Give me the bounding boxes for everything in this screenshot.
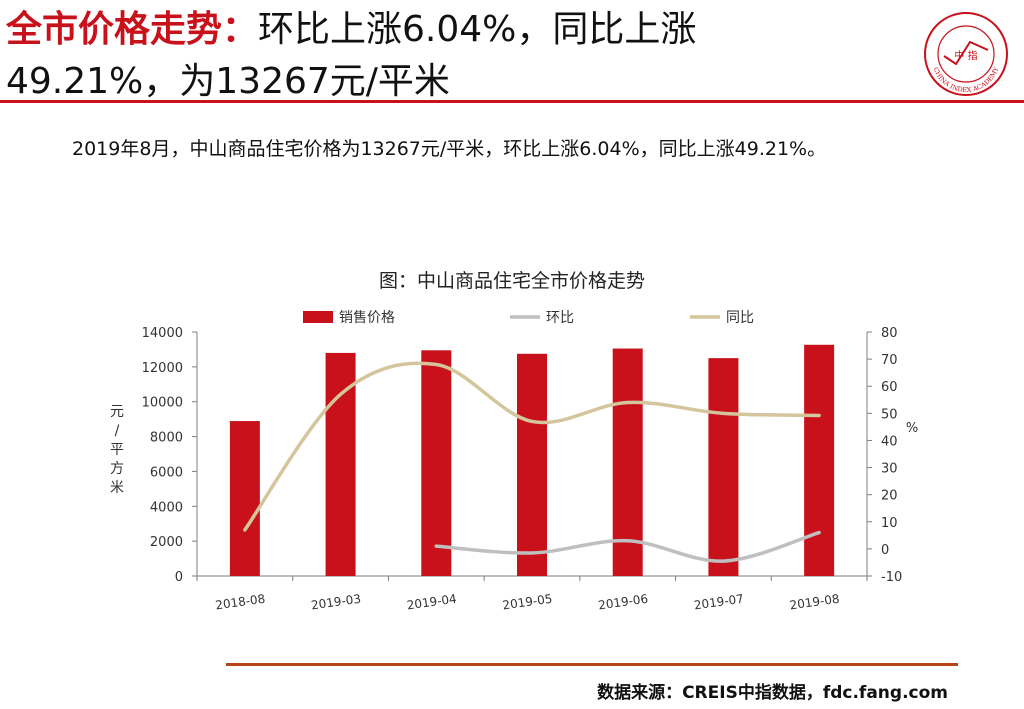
left-tick-label: 12000 — [142, 361, 183, 376]
right-tick-label: 50 — [881, 407, 898, 422]
price-bar — [804, 344, 835, 576]
left-tick-label: 10000 — [142, 396, 183, 411]
right-tick-label: 60 — [881, 380, 898, 395]
x-tick-label: 2019-07 — [693, 592, 745, 613]
left-tick-label: 4000 — [150, 500, 183, 515]
footer-rule — [226, 663, 958, 666]
x-tick-label: 2019-05 — [502, 592, 554, 613]
x-tick-label: 2018-08 — [214, 592, 266, 613]
right-tick-label: -10 — [881, 570, 902, 585]
price-bar — [517, 353, 547, 576]
left-tick-label: 14000 — [142, 326, 183, 341]
x-tick-label: 2019-03 — [310, 592, 362, 613]
legend-label: 同比 — [726, 310, 754, 326]
right-tick-label: 10 — [881, 516, 898, 531]
left-tick-label: 6000 — [150, 465, 183, 480]
china-index-academy-seal-icon: 中 指 CHINA INDEX ACADEMY — [922, 10, 1010, 98]
legend-label: 销售价格 — [339, 310, 395, 326]
data-source: 数据来源：CREIS中指数据，fdc.fang.com — [597, 683, 948, 703]
price-bar — [708, 358, 739, 576]
header-rule — [0, 100, 1024, 103]
price-bar — [421, 350, 452, 576]
headline-line1-rest: 环比上涨6.04%，同比上涨 — [258, 9, 697, 50]
page-headline: 全市价格走势：环比上涨6.04%，同比上涨 49.21%，为13267元/平米 — [6, 4, 906, 108]
x-tick-label: 2019-08 — [789, 592, 841, 613]
left-tick-label: 8000 — [150, 431, 183, 446]
logo-center-text: 中 指 — [954, 49, 977, 62]
summary-text: 2019年8月，中山商品住宅价格为13267元/平米，环比上涨6.04%，同比上… — [72, 138, 827, 160]
price-bar — [325, 352, 356, 576]
left-tick-label: 2000 — [150, 535, 183, 550]
right-axis-title: % — [906, 421, 918, 436]
chart-title: 图：中山商品住宅全市价格走势 — [378, 270, 645, 292]
right-tick-label: 40 — [881, 434, 898, 449]
headline-line2: 49.21%，为13267元/平米 — [6, 61, 450, 102]
mom-change-line — [434, 530, 821, 563]
legend-label: 环比 — [546, 310, 574, 326]
x-tick-label: 2019-04 — [406, 592, 458, 613]
price-bar — [612, 348, 643, 576]
yoy-change-line — [243, 361, 821, 532]
right-tick-label: 20 — [881, 489, 898, 504]
right-tick-label: 0 — [881, 543, 889, 558]
headline-red-part: 全市价格走势： — [6, 9, 259, 50]
left-axis-title: 元/平方米 — [110, 404, 124, 496]
price-bar — [229, 421, 260, 576]
right-tick-label: 30 — [881, 462, 898, 477]
legend-bar-swatch — [303, 311, 333, 323]
right-tick-label: 70 — [881, 353, 898, 368]
right-tick-label: 80 — [881, 326, 898, 341]
left-tick-label: 0 — [175, 570, 183, 585]
x-tick-label: 2019-06 — [597, 592, 649, 613]
